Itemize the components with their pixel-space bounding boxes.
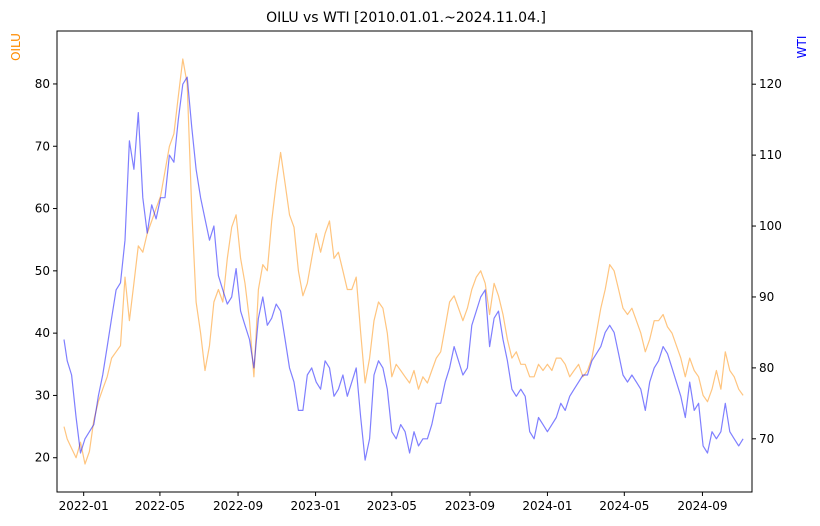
left-axis-tick-label: 20 <box>35 451 50 465</box>
left-axis-tick-label: 80 <box>35 77 50 91</box>
x-axis-tick-label: 2024-01 <box>522 499 572 513</box>
left-axis-tick-label: 30 <box>35 388 50 402</box>
right-axis-label: WTI <box>795 36 809 59</box>
right-axis-tick-label: 100 <box>759 219 782 233</box>
x-axis-tick-label: 2024-09 <box>677 499 727 513</box>
series-layer <box>63 58 744 465</box>
left-axis-tick-label: 40 <box>35 326 50 340</box>
x-axis-tick-label: 2022-05 <box>135 499 185 513</box>
axes-layer: 20 30 40 50 60 70 80 70 80 90 100 110 120 2022-01 2022… <box>35 30 782 513</box>
x-axis-tick-label: 2022-09 <box>213 499 263 513</box>
x-axis-tick-label: 2024-05 <box>599 499 649 513</box>
x-axis-tick-label: 2022-01 <box>59 499 109 513</box>
x-axis-tick-label: 2023-09 <box>445 499 495 513</box>
right-axis-tick-label: 90 <box>759 290 774 304</box>
right-axis-tick-label: 120 <box>759 77 782 91</box>
plot-frame <box>56 30 753 493</box>
left-axis-label: OILU <box>9 33 23 61</box>
series-line-oilu <box>63 58 744 465</box>
left-axis-tick-label: 50 <box>35 264 50 278</box>
right-axis-tick-label: 110 <box>759 148 782 162</box>
x-axis-tick-label: 2023-05 <box>367 499 417 513</box>
series-line-wti <box>63 76 744 461</box>
chart-title: OILU vs WTI [2010.01.01.~2024.11.04.] <box>266 10 546 26</box>
right-axis-tick-label: 70 <box>759 432 774 446</box>
right-axis-tick-label: 80 <box>759 361 774 375</box>
left-axis-tick-label: 60 <box>35 202 50 216</box>
x-axis-tick-label: 2023-01 <box>290 499 340 513</box>
left-axis-tick-label: 70 <box>35 139 50 153</box>
